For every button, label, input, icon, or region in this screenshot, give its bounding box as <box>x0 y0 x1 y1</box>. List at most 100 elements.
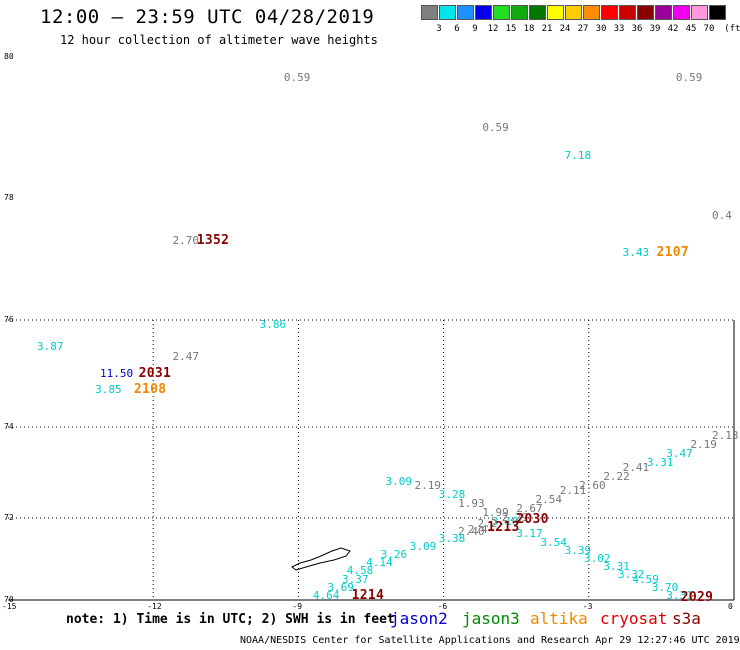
wave-height-value: 3.37 <box>341 572 369 586</box>
wave-height-value: 3.43 <box>622 245 650 259</box>
wave-height-value: 0.59 <box>482 120 509 134</box>
lat-tick-label: 78 <box>4 193 14 202</box>
wave-height-value: 3.69 <box>327 580 354 594</box>
wave-height-value: 0.59 <box>283 71 311 85</box>
wave-height-value: 2.41 <box>622 460 650 474</box>
wave-height-value: 3.31 <box>666 588 693 602</box>
wave-height-value: 2.40 <box>458 525 485 539</box>
wave-height-value: 3.39 <box>564 543 592 557</box>
wave-height-value: 3.17 <box>516 527 543 541</box>
color-swatch <box>655 5 672 20</box>
pass-time-label: 2108 <box>133 381 167 397</box>
pass-time-label: 2031 <box>138 365 172 381</box>
color-swatch-label: 9 <box>472 24 478 34</box>
wave-height-value: 3.54 <box>540 535 567 549</box>
wave-height-value: 3.31 <box>646 456 674 470</box>
legend-item-s3a: s3a <box>672 609 701 628</box>
wave-height-value: 4.64 <box>312 588 340 602</box>
wave-height-value: 2.47 <box>172 350 200 364</box>
color-swatch-label: 33 <box>613 24 625 34</box>
credit-line: NOAA/NESDIS Center for Satellite Applica… <box>240 635 740 646</box>
color-swatch-label: 45 <box>685 24 697 34</box>
color-swatch <box>601 5 618 20</box>
jan-mayen-island-outline <box>291 547 351 571</box>
wave-height-value: 4.59 <box>632 572 659 586</box>
wave-height-value: 2.22 <box>603 470 630 484</box>
wave-height-value: 3.38 <box>438 531 466 545</box>
lon-tick-label: -15 <box>2 602 17 611</box>
color-swatch-label: 30 <box>595 24 607 34</box>
wave-height-value: 2.54 <box>535 492 563 506</box>
color-scale-unit: (ft) <box>724 24 740 34</box>
pass-time-label: 2107 <box>656 244 690 260</box>
lon-tick-label: -12 <box>147 602 162 611</box>
wave-height-value: 2.11 <box>559 483 587 497</box>
color-swatch <box>565 5 582 20</box>
wave-height-value: 3.02 <box>583 552 611 565</box>
legend-item-cryosat: cryosat <box>600 609 668 628</box>
footer-note: note: 1) Time is in UTC; 2) SWH is in fe… <box>66 612 395 627</box>
lon-tick-label: -3 <box>582 602 593 611</box>
graticule <box>8 319 735 601</box>
wave-height-value: 2.29 <box>501 511 529 524</box>
wave-height-value: 3.28 <box>438 488 466 502</box>
lat-tick-label: 74 <box>4 422 14 431</box>
color-swatch-label: 27 <box>577 24 589 34</box>
wave-height-value: 2.2 <box>477 517 498 531</box>
wave-height-value: 7.18 <box>564 148 592 162</box>
pass-time-label: 1352 <box>196 232 230 248</box>
color-swatch-label: 18 <box>523 24 535 34</box>
lon-tick-label: 0 <box>728 602 733 611</box>
color-swatch-label: 36 <box>631 24 643 34</box>
color-swatch <box>511 5 528 20</box>
wave-height-value: 3.47 <box>666 447 693 461</box>
pass-time-label: 2030 <box>516 512 549 528</box>
lat-tick-label: 76 <box>4 315 14 324</box>
color-swatch <box>691 5 708 20</box>
wave-height-value: 2.19 <box>414 479 442 493</box>
color-swatch <box>475 5 492 20</box>
wave-height-value: 3.86 <box>259 318 287 332</box>
color-swatch-label: 21 <box>541 24 553 34</box>
wave-height-value: 3.32 <box>617 568 645 582</box>
wave-height-value: 3.26 <box>380 547 408 561</box>
color-swatch <box>637 5 654 20</box>
wave-height-value: 3.09 <box>385 474 413 488</box>
pass-time-label: 1213 <box>487 520 520 536</box>
wave-height-value: 2.67 <box>516 501 543 515</box>
color-swatch <box>619 5 636 20</box>
color-swatch <box>547 5 564 20</box>
wave-height-value: 2.13 <box>712 429 739 443</box>
wave-height-value: 3.87 <box>37 339 64 353</box>
color-swatch-label: 39 <box>649 24 661 34</box>
lat-tick-label: 70 <box>4 595 14 604</box>
color-swatch-label: 24 <box>559 24 571 34</box>
lat-tick-label: 72 <box>4 513 14 522</box>
wave-height-value: 3.70 <box>651 580 679 594</box>
color-swatch <box>583 5 600 20</box>
lon-tick-label: -6 <box>437 602 448 611</box>
pass-time-label: 1214 <box>351 587 385 603</box>
color-swatch <box>709 5 726 20</box>
wave-height-value: 2.19 <box>690 438 717 452</box>
chart-subtitle: 12 hour collection of altimeter wave hei… <box>60 33 378 47</box>
wave-height-value: 3.10 <box>492 515 519 529</box>
wave-height-value: 4.58 <box>346 564 374 578</box>
legend-item-jason3: jason3 <box>462 609 520 628</box>
color-swatch <box>421 5 438 20</box>
color-swatch-label: 12 <box>487 24 499 34</box>
wave-height-value: 1.99 <box>482 506 509 520</box>
wave-height-value: 2.4 <box>467 523 488 537</box>
lon-tick-label: -9 <box>292 602 303 611</box>
wave-height-value: 3.85 <box>95 382 122 396</box>
color-swatch <box>457 5 474 20</box>
color-swatch-label: 6 <box>454 24 460 34</box>
color-swatch-label: 70 <box>703 24 715 34</box>
lat-tick-label: 80 <box>4 52 14 61</box>
color-swatch <box>529 5 546 20</box>
color-swatch-label: 42 <box>667 24 679 34</box>
color-swatch-label: 3 <box>436 24 442 34</box>
wave-height-value: 3.09 <box>409 539 437 553</box>
wave-height-value: 1.93 <box>458 497 485 511</box>
